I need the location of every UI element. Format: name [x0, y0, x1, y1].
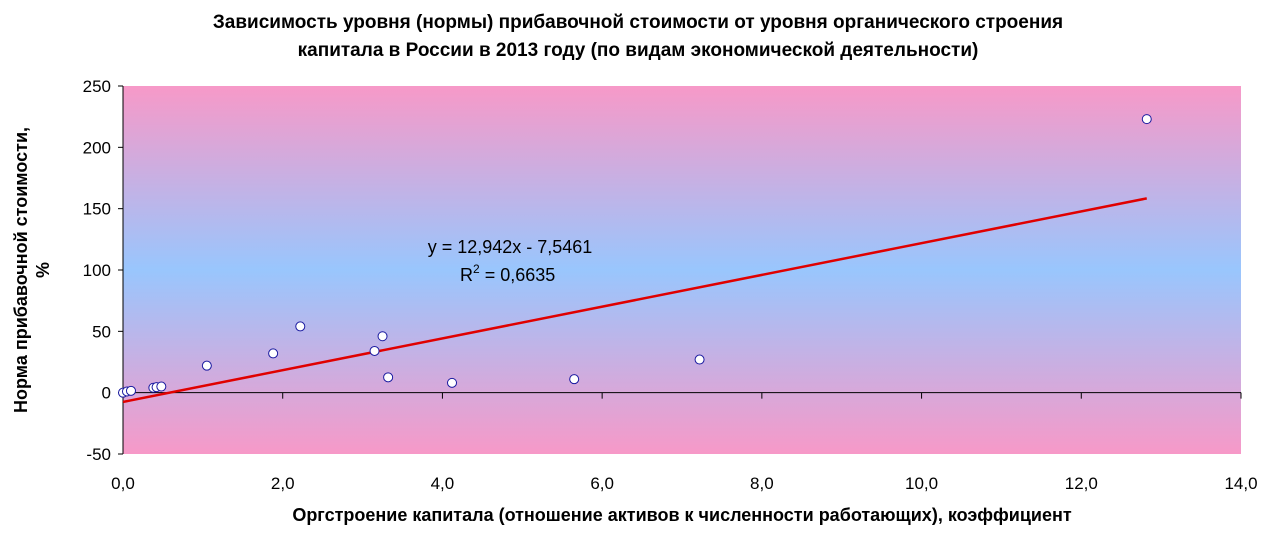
x-axis-label: Оргстроение капитала (отношение активов … [292, 505, 1072, 525]
x-tick-label: 2,0 [271, 474, 295, 493]
trendline-equation: y = 12,942x - 7,5461 [428, 237, 593, 257]
data-point [268, 348, 279, 359]
x-tick-label: 14,0 [1224, 474, 1257, 493]
y-tick-label: 0 [102, 384, 111, 403]
y-tick-label: 100 [83, 261, 111, 280]
data-points [118, 114, 1152, 398]
y-tick-label: -50 [86, 445, 111, 464]
y-tick-label: 200 [83, 138, 111, 157]
data-point [694, 354, 705, 365]
data-point [383, 372, 394, 383]
y-tick-label: 50 [92, 322, 111, 341]
data-point [201, 360, 212, 371]
r-squared-sup: 2 [473, 262, 480, 276]
trendline-group [122, 197, 1148, 404]
r-squared-label: R2 = 0,6635 [460, 262, 555, 285]
chart-title-line1: Зависимость уровня (нормы) прибавочной с… [212, 12, 1064, 33]
data-point [156, 381, 167, 392]
x-tick-label: 10,0 [905, 474, 938, 493]
chart-title-line2: капитала в России в 2013 году (по видам … [297, 40, 979, 61]
tick-labels: -50 0 50 100 150 200 250 0,0 2,0 4,0 6,0 8,0 10,0 12,… [83, 77, 1258, 493]
data-point [569, 374, 580, 385]
x-tick-label: 12,0 [1065, 474, 1098, 493]
y-tick-label: 150 [83, 200, 111, 219]
trendline [122, 197, 1148, 404]
x-tick-label: 4,0 [431, 474, 455, 493]
y-axis-label: Норма прибавочной стоимости, % [11, 127, 53, 413]
r-squared-prefix: R [460, 265, 473, 285]
data-point [295, 321, 306, 332]
y-axis-label-line1: Норма прибавочной стоимости, [11, 127, 31, 413]
plot-area [123, 86, 1241, 454]
x-tick-label: 0,0 [111, 474, 135, 493]
r-squared-value: = 0,6635 [480, 265, 556, 285]
data-point [125, 385, 136, 396]
y-tick-label: 250 [83, 77, 111, 96]
data-point [369, 345, 380, 356]
data-point [1141, 114, 1152, 125]
data-point [447, 377, 458, 388]
x-tick-label: 8,0 [750, 474, 774, 493]
y-axis-label-line2: % [33, 262, 53, 278]
x-tick-label: 6,0 [590, 474, 614, 493]
data-point [377, 331, 388, 342]
